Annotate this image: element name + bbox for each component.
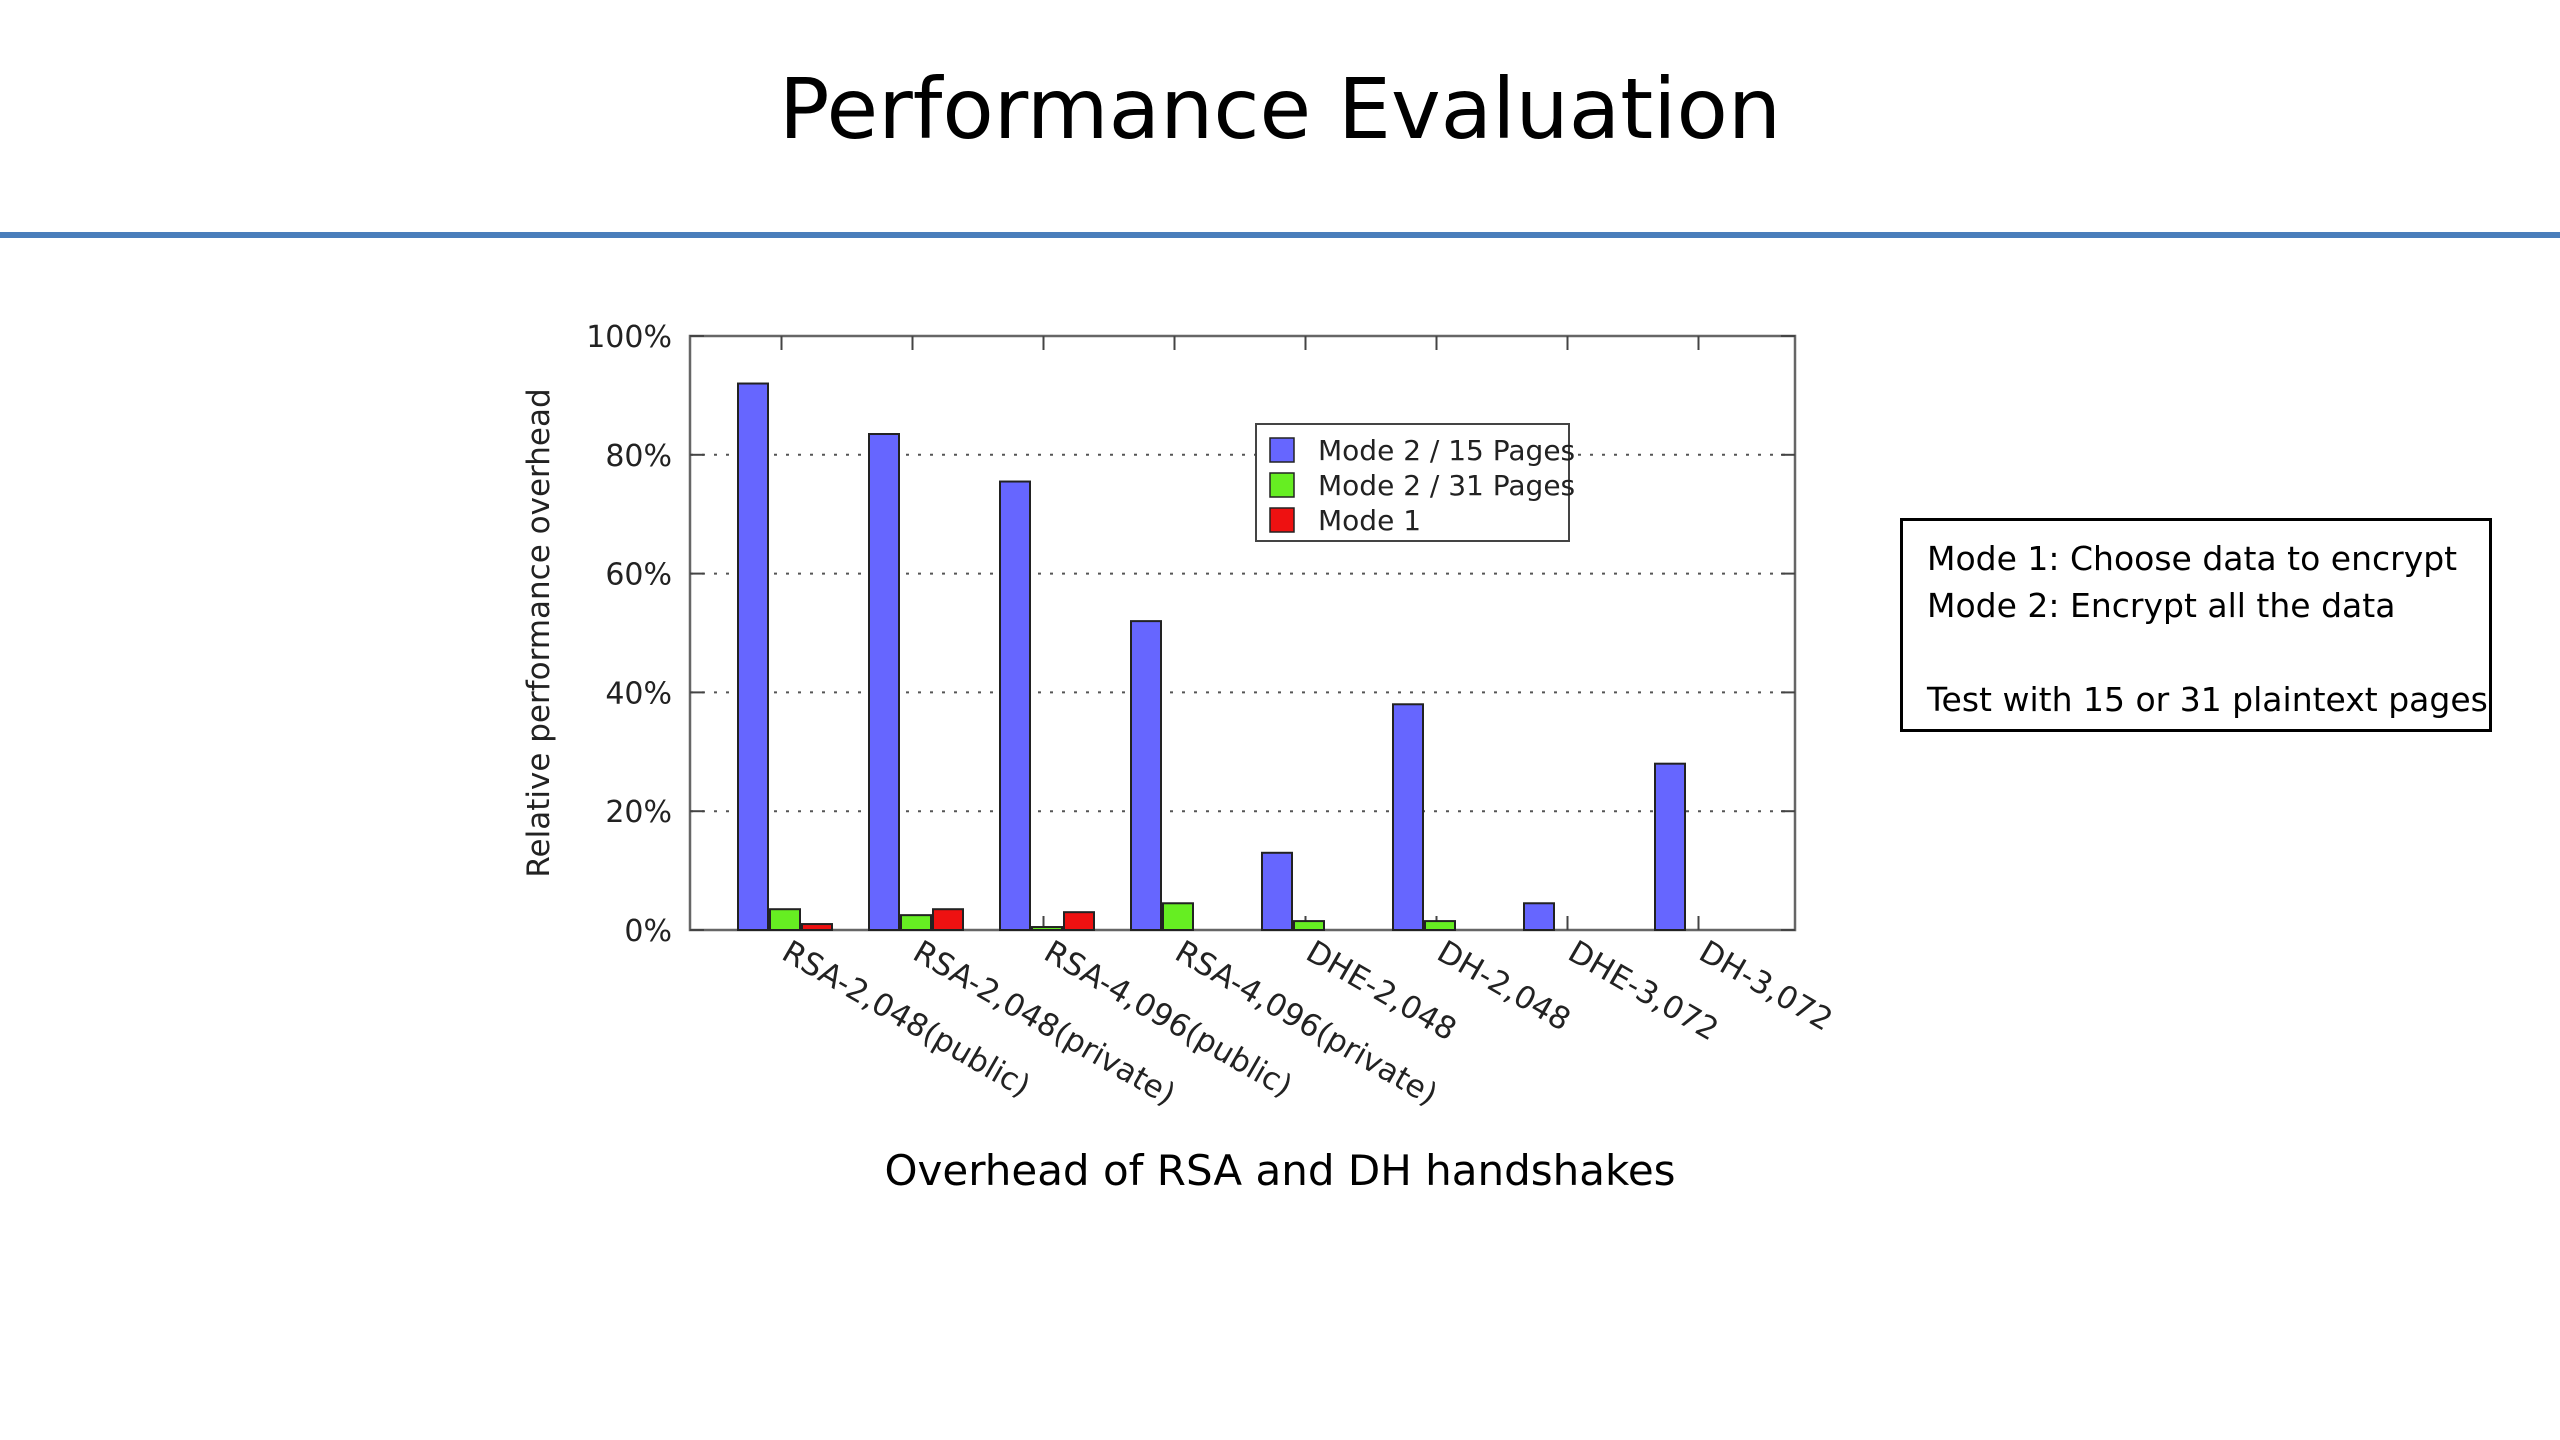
y-axis-label: Relative performance overhead [521, 388, 557, 877]
chart-caption: Overhead of RSA and DH handshakes [884, 1146, 1676, 1195]
note-test-pages: Test with 15 or 31 plaintext pages [1927, 680, 2488, 719]
bar [1424, 920, 1456, 932]
bar [932, 908, 964, 932]
legend-label: Mode 2 / 15 Pages [1318, 434, 1575, 467]
y-tick-label: 40% [605, 676, 672, 711]
bar [1392, 703, 1424, 932]
y-tick-label: 0% [624, 914, 672, 949]
y-tick-label: 20% [605, 795, 672, 830]
y-tick-label: 80% [605, 439, 672, 474]
bar [769, 908, 801, 932]
note-spacer [1927, 629, 2465, 676]
y-tick-label: 100% [586, 320, 672, 355]
note-mode-1: Mode 1: Choose data to encrypt [1927, 539, 2458, 578]
y-tick-label: 60% [605, 558, 672, 593]
bar [900, 914, 932, 932]
note-mode-2: Mode 2: Encrypt all the data [1927, 586, 2396, 625]
title-divider [0, 232, 2560, 238]
bar [1130, 620, 1162, 931]
plot-frame [688, 334, 1797, 932]
bar [1261, 851, 1293, 932]
legend-swatch [1269, 507, 1295, 533]
legend-box [1255, 423, 1570, 542]
bar [1523, 902, 1555, 932]
x-tick-label: RSA-2,048(public) [776, 934, 1036, 1105]
bar [1063, 911, 1095, 931]
slide-title: Performance Evaluation [778, 60, 1782, 158]
bar [868, 433, 900, 931]
bar [1162, 902, 1194, 932]
bar [1031, 926, 1063, 932]
legend-swatch [1269, 437, 1295, 463]
bar [737, 382, 769, 931]
bar [999, 480, 1031, 931]
legend-swatch [1269, 472, 1295, 498]
bar [1293, 920, 1325, 932]
notes-box: Mode 1: Choose data to encrypt Mode 2: E… [1900, 518, 2492, 732]
bar [801, 923, 833, 931]
legend-label: Mode 2 / 31 Pages [1318, 469, 1575, 502]
legend-label: Mode 1 [1318, 504, 1421, 537]
bar [1654, 762, 1686, 931]
